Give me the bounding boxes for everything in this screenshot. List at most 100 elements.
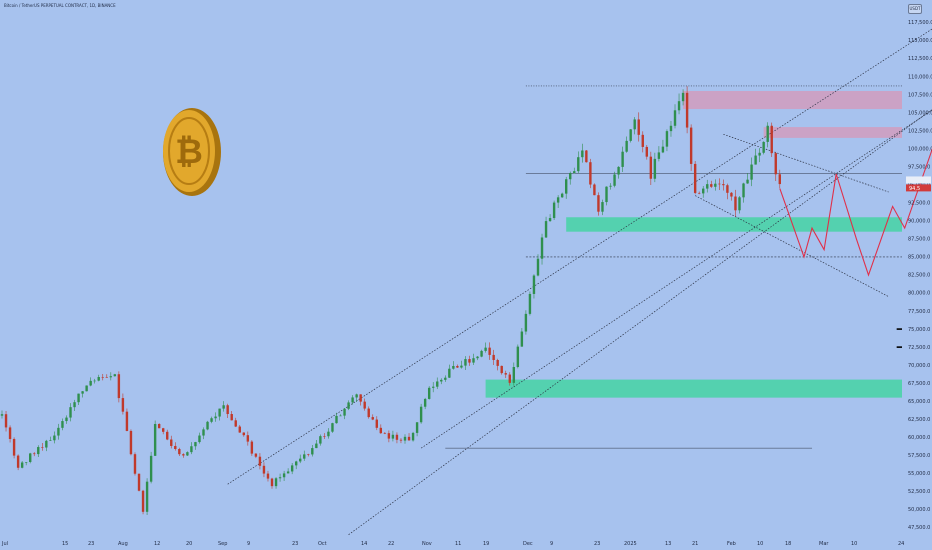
price-tick-label: 65,000.0 bbox=[908, 399, 930, 405]
last-price-label: 94,5 bbox=[909, 186, 920, 192]
time-tick-label: 23 bbox=[594, 541, 600, 547]
candle-body bbox=[754, 155, 757, 165]
candle-body bbox=[460, 365, 463, 368]
candle-body bbox=[617, 166, 620, 175]
price-tick-label: 47,500.0 bbox=[908, 525, 930, 531]
candle-body bbox=[178, 449, 181, 455]
candle-body bbox=[774, 153, 777, 175]
candle-body bbox=[270, 478, 274, 487]
time-tick-label: 24 bbox=[898, 541, 904, 547]
candle-body bbox=[633, 119, 636, 130]
candle-body bbox=[49, 440, 52, 441]
candle-body bbox=[57, 427, 60, 436]
candle-body bbox=[625, 140, 628, 152]
candle-body bbox=[202, 429, 205, 436]
candle-body bbox=[681, 92, 685, 102]
price-tick-label: 52,500.0 bbox=[908, 489, 930, 495]
candle-body bbox=[589, 162, 592, 185]
candle-body bbox=[552, 202, 556, 219]
candle-body bbox=[307, 454, 310, 455]
candle-body bbox=[677, 101, 681, 111]
candle-body bbox=[33, 453, 36, 455]
candle-body bbox=[218, 408, 221, 417]
candle-body bbox=[560, 193, 564, 198]
candle-body bbox=[436, 381, 439, 387]
price-tick-label: 67,500.0 bbox=[908, 381, 930, 387]
candle-body bbox=[770, 125, 773, 154]
candle-body bbox=[520, 331, 524, 347]
candle-body bbox=[371, 417, 374, 420]
price-tick-label: 100,000.0 bbox=[908, 146, 932, 152]
bitcoin-coin-rim bbox=[168, 117, 210, 185]
candle-body bbox=[423, 398, 427, 407]
candle-body bbox=[472, 358, 475, 363]
price-tick-label: 112,500.0 bbox=[908, 56, 932, 62]
candle-body bbox=[601, 202, 604, 212]
candle-body bbox=[12, 438, 16, 456]
candle-body bbox=[61, 421, 64, 428]
candle-body bbox=[750, 164, 753, 180]
candle-body bbox=[661, 146, 665, 153]
candle-body bbox=[182, 454, 185, 456]
price-tick-label: 87,500.0 bbox=[908, 237, 930, 243]
time-tick-label: 12 bbox=[154, 541, 160, 547]
candle-body bbox=[476, 356, 479, 359]
candle-body bbox=[734, 196, 737, 211]
candle-body bbox=[637, 119, 640, 135]
candle-body bbox=[254, 453, 258, 457]
candle-body bbox=[133, 454, 137, 474]
candle-body bbox=[294, 461, 298, 466]
candle-body bbox=[278, 477, 282, 479]
candle-body bbox=[714, 183, 717, 187]
candle-body bbox=[41, 447, 44, 448]
candle-body bbox=[540, 237, 544, 259]
candle-body bbox=[403, 436, 407, 441]
candle-body bbox=[153, 423, 157, 456]
price-tick-label: 105,000.0 bbox=[908, 110, 932, 116]
candle-body bbox=[319, 436, 322, 444]
candle-body bbox=[4, 414, 8, 428]
candle-body bbox=[121, 398, 125, 412]
price-tick-label: 115,000.0 bbox=[908, 38, 932, 44]
time-tick-label: Aug bbox=[118, 541, 128, 547]
candle-body bbox=[415, 422, 419, 433]
candle-body bbox=[556, 197, 560, 203]
price-tick-label: 72,500.0 bbox=[908, 345, 930, 351]
candle-body bbox=[222, 405, 225, 409]
candle-body bbox=[24, 462, 28, 463]
time-tick-label: 21 bbox=[692, 541, 698, 547]
candle-body bbox=[456, 365, 459, 368]
candle-body bbox=[166, 431, 169, 440]
candle-body bbox=[468, 359, 471, 363]
trendline-3 bbox=[694, 195, 889, 297]
candle-body bbox=[605, 186, 608, 203]
candle-body bbox=[706, 184, 709, 189]
candle-body bbox=[73, 402, 76, 408]
candle-body bbox=[77, 393, 80, 403]
time-tick-label: 22 bbox=[388, 541, 394, 547]
candle-body bbox=[125, 411, 129, 431]
candle-body bbox=[214, 416, 217, 419]
candle-body bbox=[20, 462, 24, 468]
time-tick-label: 13 bbox=[665, 541, 671, 547]
price-tick-label: 62,500.0 bbox=[908, 417, 930, 423]
candle-body bbox=[37, 447, 40, 455]
candle-body bbox=[641, 134, 644, 147]
price-tick-label: 57,500.0 bbox=[908, 453, 930, 459]
candle-body bbox=[105, 377, 108, 378]
currency-button[interactable]: USDT bbox=[908, 4, 922, 14]
candle-body bbox=[234, 420, 237, 427]
candle-body bbox=[778, 174, 781, 185]
candle-body bbox=[508, 374, 511, 383]
candle-body bbox=[206, 421, 209, 430]
candle-body bbox=[444, 377, 447, 380]
candle-body bbox=[258, 456, 262, 466]
previous-price-marker bbox=[906, 176, 931, 184]
candle-body bbox=[113, 374, 117, 377]
price-tick-label: 60,000.0 bbox=[908, 435, 930, 441]
candle-body bbox=[452, 365, 455, 369]
resistance-zone-0 bbox=[683, 90, 902, 110]
candle-body bbox=[669, 125, 673, 132]
candle-body bbox=[290, 465, 294, 472]
